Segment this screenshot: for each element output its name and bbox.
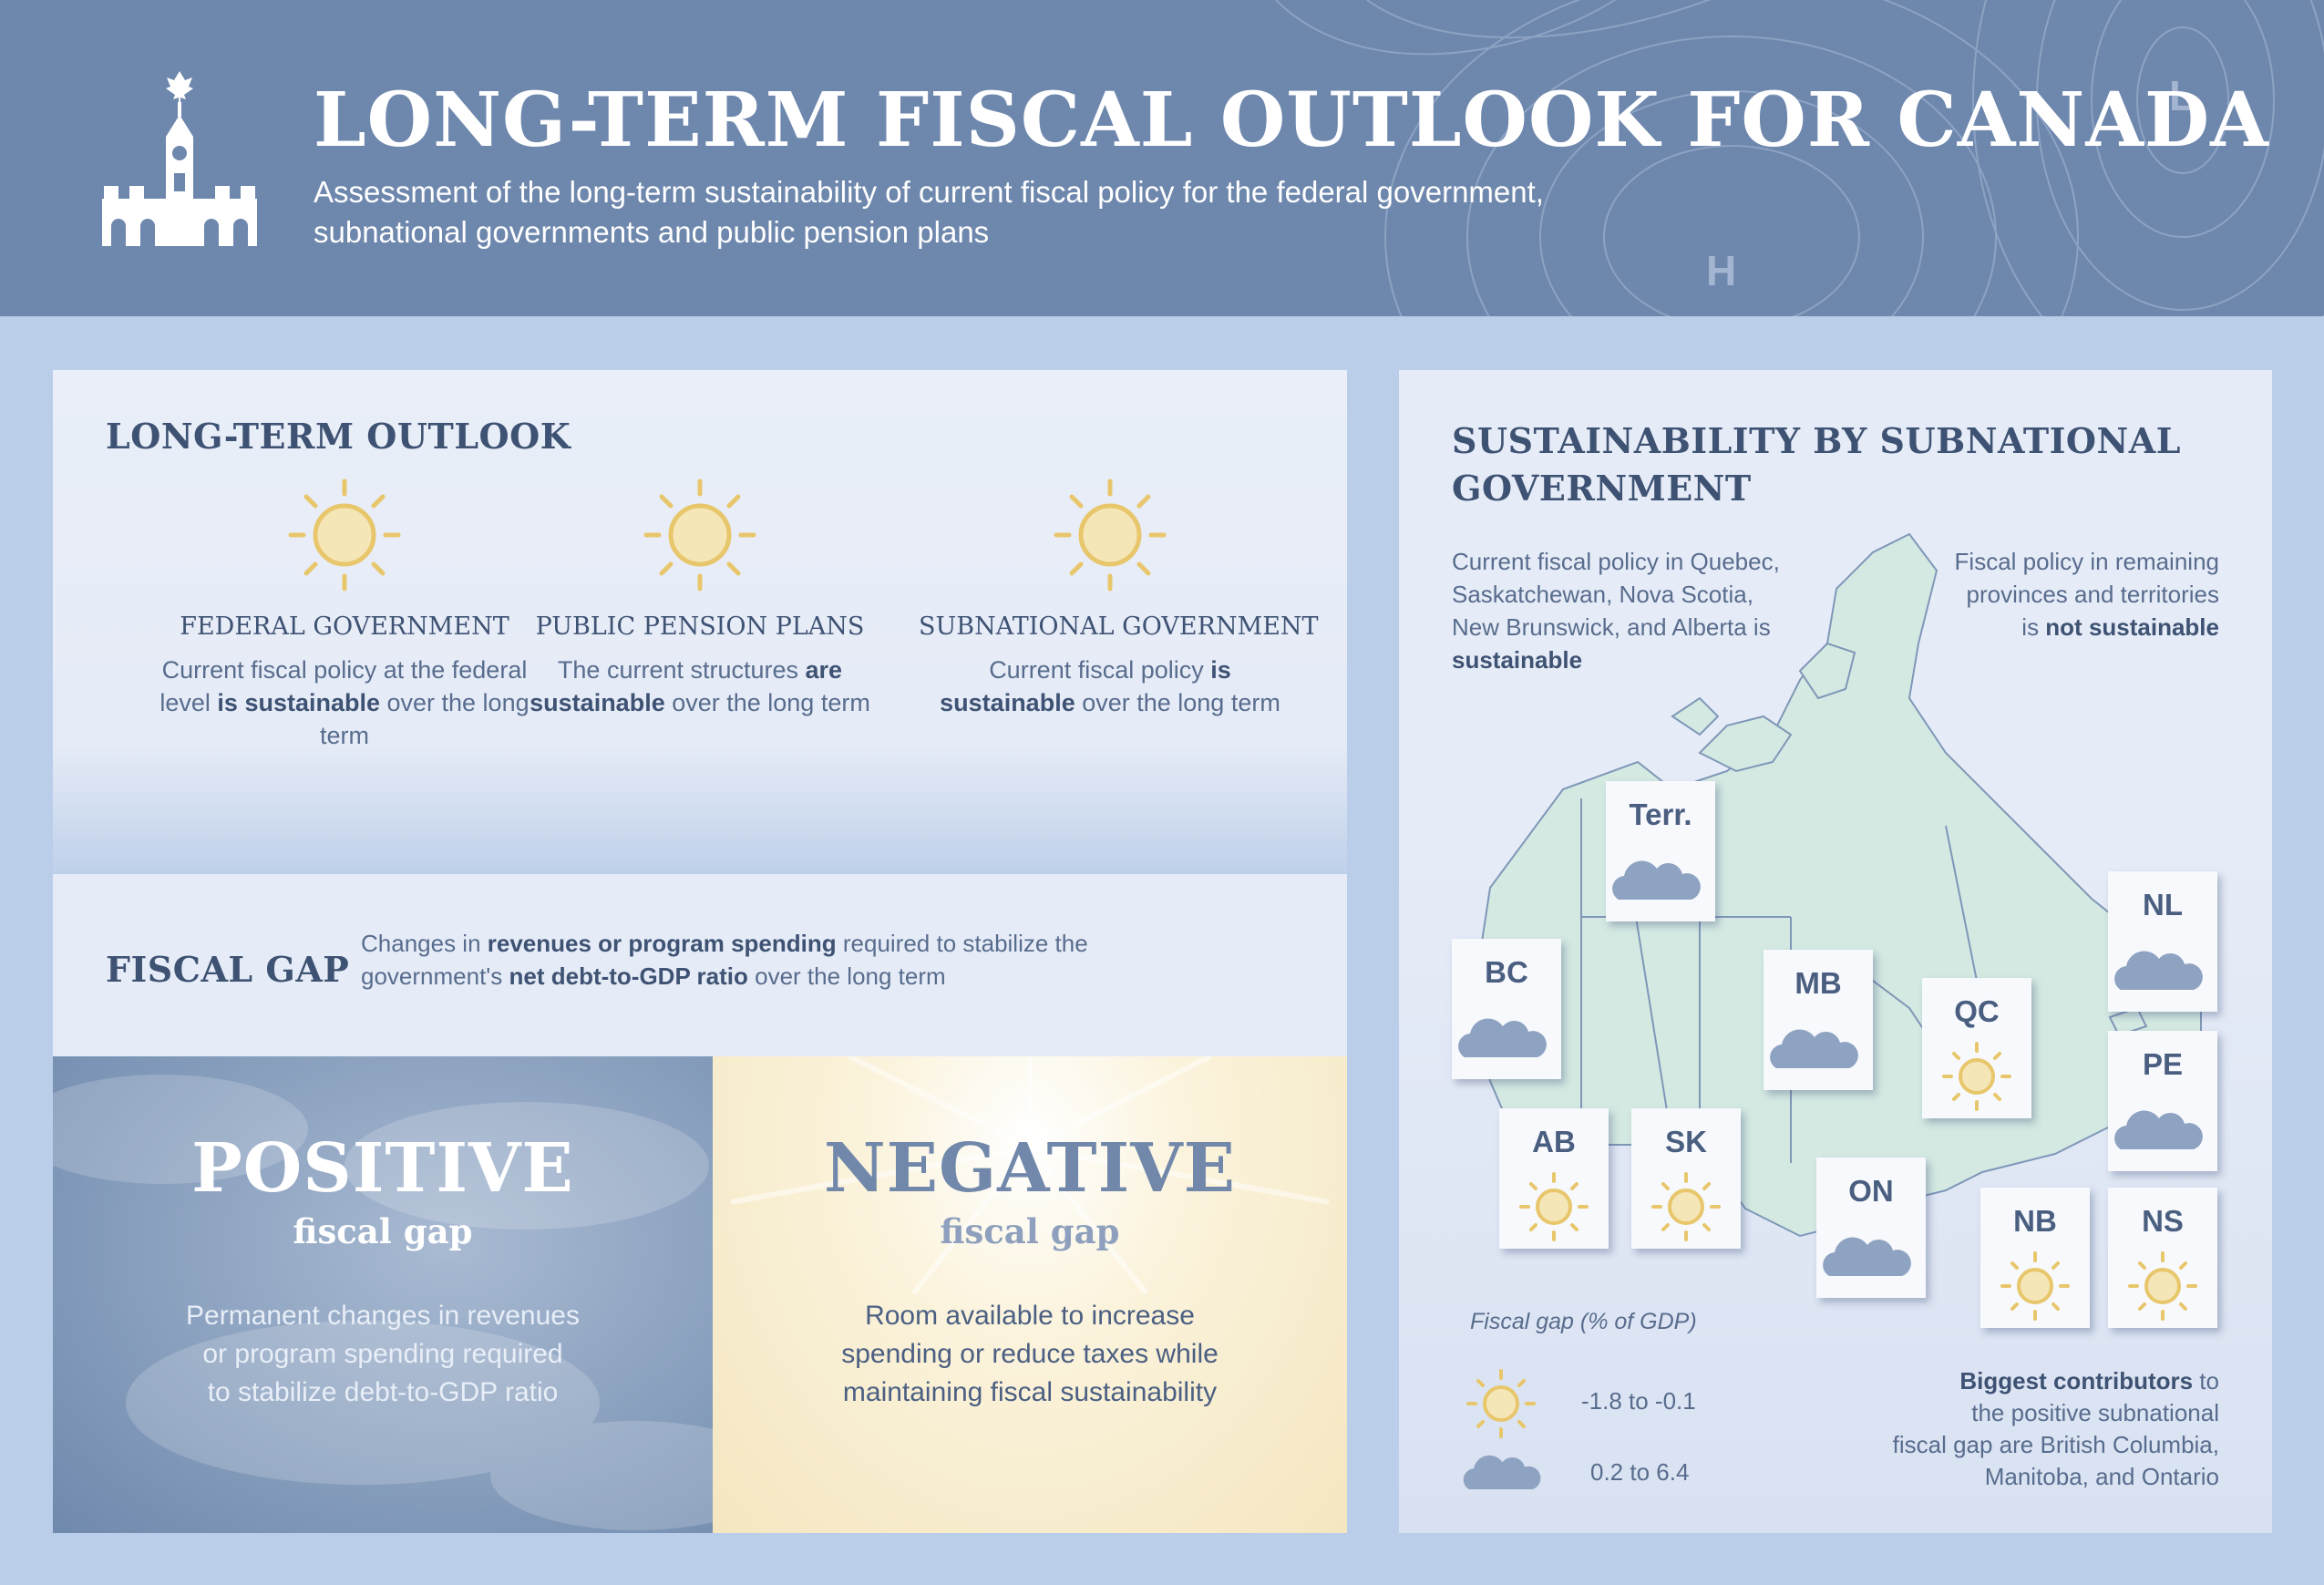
contour-lines-decoration: [1275, 0, 2324, 316]
not-sustainable-note: Fiscal policy in remaining provinces and…: [1954, 548, 2219, 641]
legend-sun-range: -1.8 to -0.1: [1581, 1387, 1696, 1415]
outlook-pension-text: The current structures are sustainable o…: [530, 656, 870, 716]
cloud-icon: [2114, 951, 2203, 990]
negative-description: Room available to increase spending or r…: [841, 1301, 1219, 1407]
sun-icon: [1054, 479, 1167, 592]
negative-subtitle: fiscal gap: [940, 1211, 1120, 1251]
province-card-nl: NL: [2108, 871, 2217, 1012]
province-code: AB: [1532, 1125, 1576, 1158]
province-code: PE: [2142, 1047, 2184, 1081]
province-card-on: ON: [1816, 1158, 1926, 1298]
outlook-federal-title: FEDERAL GOVERNMENT: [180, 612, 509, 641]
outlook-subnational: SUBNATIONAL GOVERNMENT Current fiscal po…: [919, 478, 1319, 719]
subtitle-line-2: subnational governments and public pensi…: [314, 215, 990, 249]
outlook-heading: LONG-TERM OUTLOOK: [106, 416, 571, 457]
pressure-low-label: L: [2169, 72, 2195, 119]
province-card-terr: Terr.: [1606, 781, 1715, 921]
sun-icon: [1942, 1042, 2011, 1111]
province-code: SK: [1665, 1125, 1707, 1158]
sun-icon: [1519, 1172, 1589, 1241]
province-card-qc: QC: [1922, 978, 2031, 1118]
province-card-bc: BC: [1452, 939, 1561, 1079]
positive-description: Permanent changes in revenues or program…: [186, 1301, 580, 1407]
sustainable-note: Current fiscal policy in Quebec, Saskatc…: [1452, 548, 1780, 674]
long-term-outlook-panel: LONG-TERM OUTLOOK FEDERAL GOVERNMENT Cur…: [53, 370, 1347, 873]
legend-sun-icon: [1466, 1369, 1536, 1438]
province-card-pe: PE: [2108, 1031, 2217, 1171]
province-card-sk: SK: [1631, 1108, 1741, 1249]
fiscal-gap-description: Changes in revenues or program spending …: [361, 930, 1088, 990]
header-banner: L H LONG-TERM FISCAL OUTLOOK FOR CANADA …: [0, 0, 2324, 316]
province-card-nb: NB: [1980, 1188, 2090, 1328]
cloud-icon: [1823, 1237, 1911, 1276]
outlook-federal-text: Current fiscal policy at the federal lev…: [159, 656, 530, 749]
outlook-federal: FEDERAL GOVERNMENT Current fiscal policy…: [153, 478, 536, 752]
cloud-icon: [1770, 1029, 1858, 1068]
province-code: NB: [2013, 1204, 2057, 1238]
legend-cloud-range: 0.2 to 6.4: [1590, 1458, 1690, 1486]
province-card-ab: AB: [1499, 1108, 1609, 1249]
province-card-ns: NS: [2108, 1188, 2217, 1328]
fiscal-gap-panel: FISCAL GAP Changes in revenues or progra…: [53, 874, 1347, 1533]
sun-icon: [288, 479, 401, 592]
cloud-icon: [1458, 1018, 1547, 1057]
pressure-high-label: H: [1706, 247, 1737, 294]
sun-icon: [2128, 1251, 2197, 1321]
province-code: Terr.: [1629, 798, 1692, 831]
legend-title: Fiscal gap (% of GDP): [1470, 1309, 1697, 1334]
sun-icon: [1651, 1172, 1721, 1241]
outlook-pension-title: PUBLIC PENSION PLANS: [535, 612, 865, 641]
province-code: BC: [1485, 955, 1528, 989]
cloud-icon: [1612, 860, 1701, 900]
subnational-heading: SUSTAINABILITY BY SUBNATIONAL GOVERNMENT: [1452, 420, 2181, 509]
contributors-note: Biggest contributors to the positive sub…: [1892, 1367, 2219, 1490]
legend-cloud-icon: [1463, 1455, 1541, 1489]
negative-title: NEGATIVE: [823, 1129, 1237, 1208]
negative-fiscal-gap-box: NEGATIVE fiscal gap Room available to in…: [713, 1056, 1347, 1533]
province-code: MB: [1794, 966, 1842, 1000]
cloud-icon: [2114, 1110, 2203, 1149]
province-code: NS: [2142, 1204, 2184, 1238]
province-code: NL: [2143, 888, 2183, 921]
province-card-mb: MB: [1764, 950, 1873, 1090]
fiscal-gap-heading: FISCAL GAP: [106, 949, 350, 990]
page-title: LONG-TERM FISCAL OUTLOOK FOR CANADA: [314, 77, 2269, 164]
subtitle-line-1: Assessment of the long-term sustainabili…: [314, 175, 1544, 209]
outlook-pension: PUBLIC PENSION PLANS The current structu…: [509, 478, 891, 719]
outlook-subnational-title: SUBNATIONAL GOVERNMENT: [919, 612, 1319, 641]
sun-rays-decoration: [730, 1056, 1330, 1295]
positive-fiscal-gap-box: POSITIVE fiscal gap Permanent changes in…: [53, 1056, 713, 1533]
province-code: QC: [1954, 994, 2000, 1028]
positive-title: POSITIVE: [191, 1129, 574, 1208]
province-code: ON: [1848, 1174, 1894, 1208]
positive-subtitle: fiscal gap: [293, 1211, 473, 1251]
subnational-panel: SUSTAINABILITY BY SUBNATIONAL GOVERNMENT…: [1399, 370, 2272, 1533]
parliament-tower-logo: [102, 71, 257, 246]
cloud-texture-decoration: [53, 1075, 713, 1530]
sun-icon: [643, 479, 756, 592]
outlook-subnational-text: Current fiscal policy is sustainable ove…: [940, 656, 1280, 716]
sun-icon: [2000, 1251, 2070, 1321]
